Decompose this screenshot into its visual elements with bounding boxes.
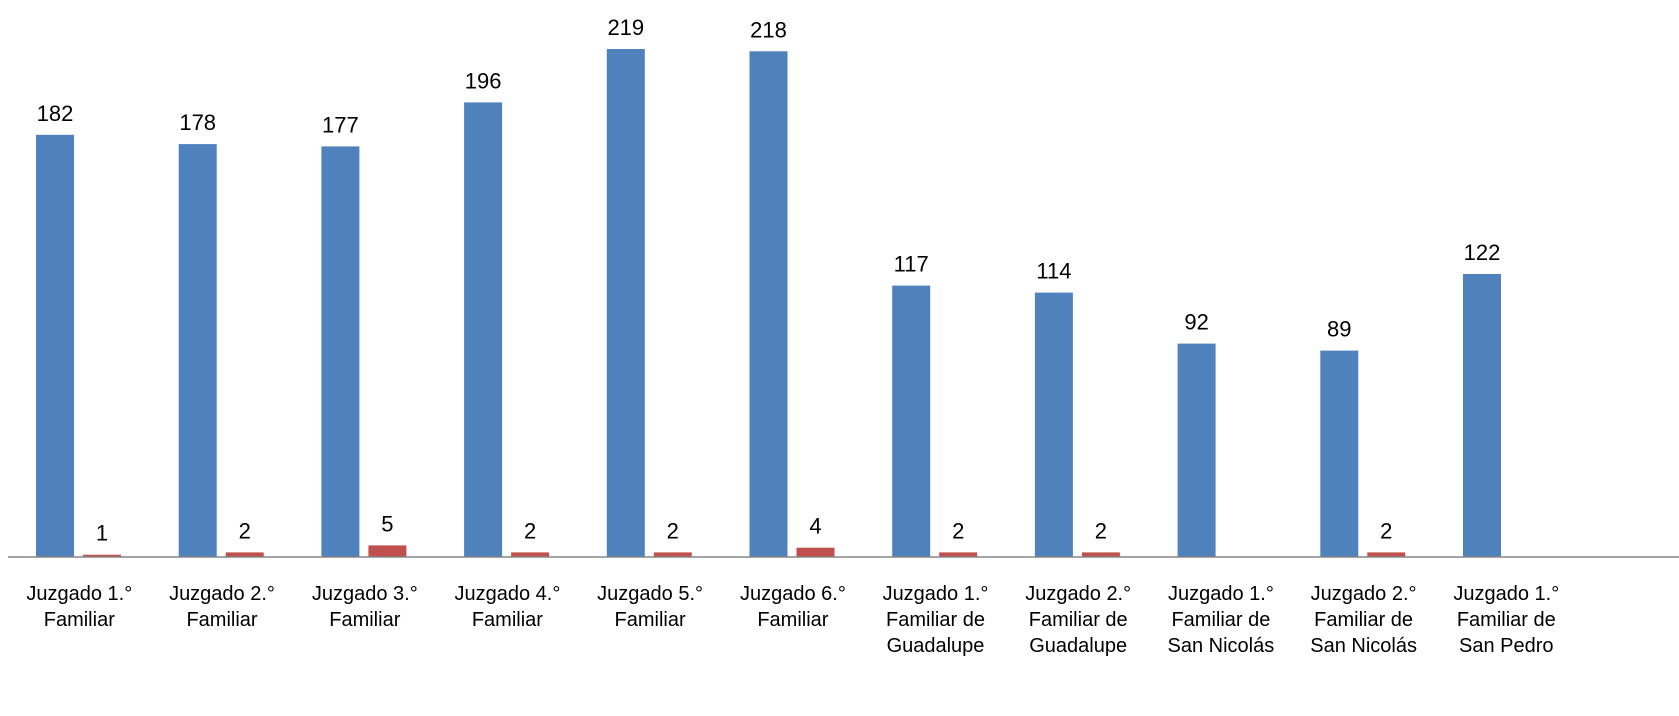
category-label-line: Familiar [186,609,257,631]
data-label-series-2-4: 2 [524,518,536,543]
data-label-series-1-4: 196 [465,68,502,93]
category-label-10: Juzgado 2.° Familiar de San Nicolás [1310,583,1417,657]
data-label-series-1-11: 122 [1464,240,1501,265]
category-label-line: Juzgado 2.° [169,583,275,605]
category-label-line: Juzgado 1.° [1168,583,1274,605]
bar-series-1-9 [1177,343,1216,557]
bar-series-2-7 [939,552,978,557]
category-label-line: Juzgado 1.° [26,583,132,605]
data-label-series-1-6: 218 [750,17,787,42]
bars-layer [36,49,1501,558]
bar-series-1-3 [321,146,360,557]
bar-series-1-5 [606,49,645,557]
data-label-series-2-5: 2 [667,518,679,543]
category-label-2: Juzgado 2.° Familiar [169,583,275,631]
category-label-4: Juzgado 4.° Familiar [454,583,560,631]
category-label-line: Juzgado 5.° [597,583,703,605]
category-label-line: Juzgado 1.° [883,583,989,605]
category-label-line: Guadalupe [887,635,985,657]
data-label-series-1-1: 182 [37,101,74,126]
data-label-series-1-3: 177 [322,112,359,137]
category-label-line: Juzgado 6.° [740,583,846,605]
bar-series-2-8 [1081,552,1120,557]
category-label-line: Familiar [472,609,543,631]
data-label-series-1-9: 92 [1184,310,1208,335]
bar-series-2-3 [368,545,407,557]
category-label-3: Juzgado 3.° Familiar [312,583,418,631]
category-label-line: San Pedro [1459,635,1554,657]
category-label-line: Familiar de [1314,609,1413,631]
category-label-line: Guadalupe [1029,635,1127,657]
category-label-line: Familiar [329,609,400,631]
category-label-7: Juzgado 1.° Familiar de Guadalupe [883,583,989,657]
data-label-series-2-1: 1 [96,521,108,546]
data-label-series-2-10: 2 [1380,518,1392,543]
category-label-6: Juzgado 6.° Familiar [740,583,846,631]
data-label-series-2-8: 2 [1095,518,1107,543]
data-label-series-1-5: 219 [607,15,644,40]
data-label-series-1-8: 114 [1036,259,1071,284]
category-label-line: Familiar [615,609,686,631]
data-label-series-2-3: 5 [381,511,393,536]
category-label-5: Juzgado 5.° Familiar [597,583,703,631]
category-label-8: Juzgado 2.° Familiar de Guadalupe [1025,583,1131,657]
category-label-line: Familiar [44,609,115,631]
bar-series-1-2 [178,144,217,557]
data-label-series-1-7: 117 [894,252,929,277]
category-label-line: Juzgado 2.° [1311,583,1417,605]
bar-series-1-7 [892,285,931,557]
category-label-line: Familiar de [1457,609,1556,631]
category-label-line: Juzgado 1.° [1453,583,1559,605]
data-label-series-2-6: 4 [809,514,821,539]
bar-series-2-2 [225,552,264,557]
category-label-line: Familiar de [1171,609,1270,631]
category-label-line: Familiar [757,609,828,631]
category-label-line: San Nicolás [1310,635,1417,657]
bar-series-2-5 [653,552,692,557]
bar-series-1-6 [749,51,788,558]
data-label-series-2-7: 2 [952,518,964,543]
category-label-line: San Nicolás [1168,635,1275,657]
category-label-11: Juzgado 1.° Familiar de San Pedro [1453,583,1559,657]
bar-series-1-4 [464,102,503,558]
bar-series-1-1 [36,134,74,558]
bar-series-2-6 [796,547,835,557]
bar-series-2-4 [511,552,550,557]
data-label-series-1-2: 178 [179,110,216,135]
data-labels-layer: 182 1 178 2 177 5 196 2 219 2 218 4 117 2 114 2 92 89 2 122 [37,15,1501,546]
bar-series-2-10 [1367,552,1406,557]
category-label-line: Juzgado 4.° [454,583,560,605]
bar-series-2-1 [83,554,121,557]
category-label-1: Juzgado 1.° Familiar [26,583,132,631]
data-label-series-2-2: 2 [239,518,251,543]
category-label-line: Familiar de [886,609,985,631]
category-label-line: Familiar de [1029,609,1128,631]
bar-series-1-11 [1463,274,1501,557]
category-label-9: Juzgado 1.° Familiar de San Nicolás [1168,583,1275,657]
category-label-line: Juzgado 3.° [312,583,418,605]
bar-series-1-8 [1034,292,1073,557]
bar-series-1-10 [1320,350,1359,557]
category-label-line: Juzgado 2.° [1025,583,1131,605]
data-label-series-1-10: 89 [1327,317,1351,342]
